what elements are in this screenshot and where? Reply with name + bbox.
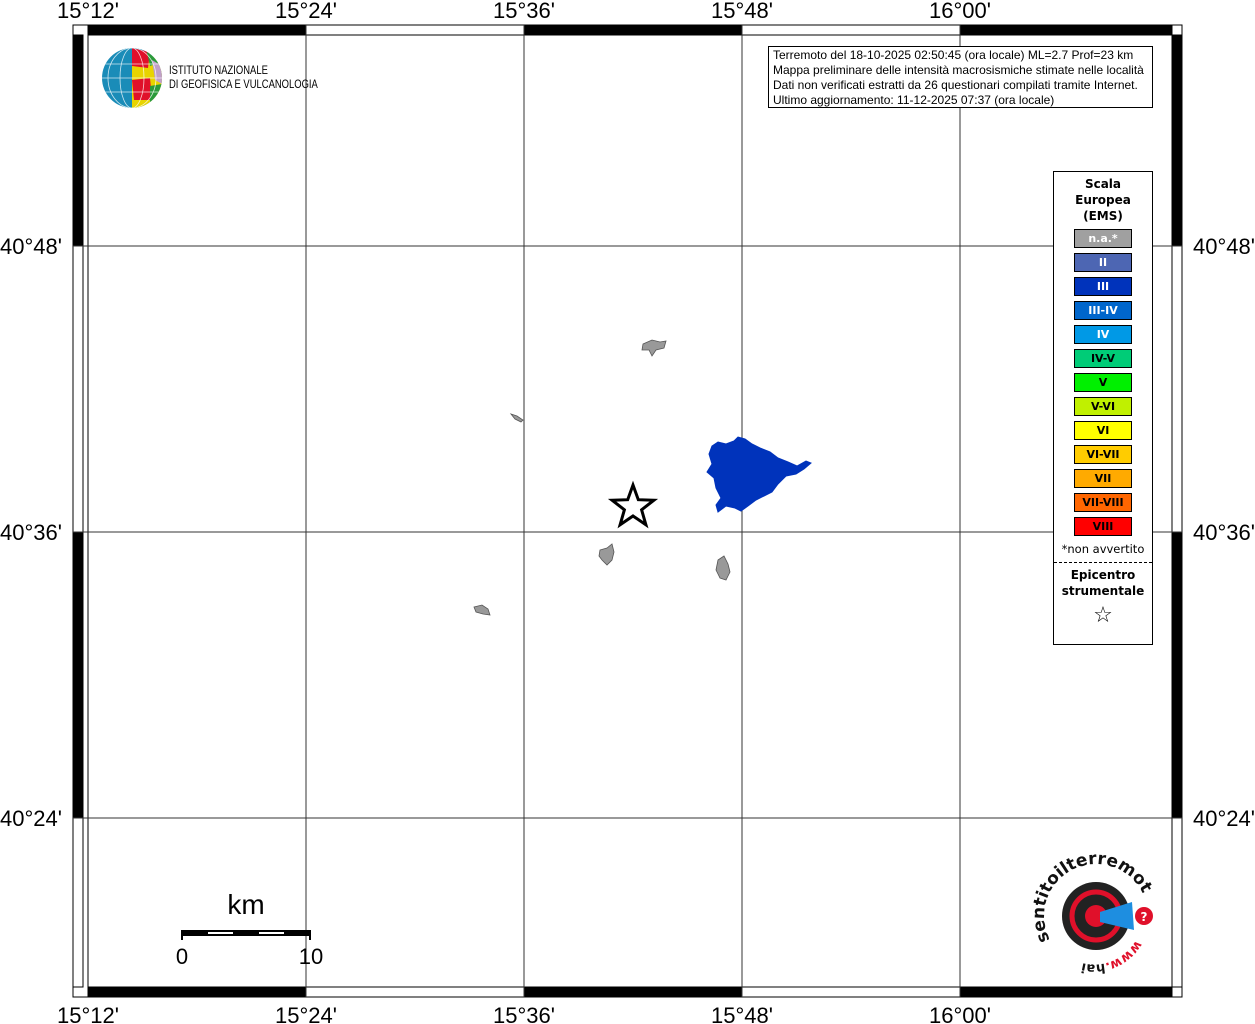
frame-band-segment <box>72 34 84 247</box>
frame-band-segment <box>87 986 307 998</box>
frame-band-segment <box>1171 817 1183 988</box>
legend-item-iv-v: IV-V <box>1074 349 1132 368</box>
frame-band-segment <box>959 986 1173 998</box>
frame-band-segment <box>741 24 961 36</box>
na-area <box>715 555 731 581</box>
longitude-label: 15°24' <box>275 0 337 23</box>
ingv-logo-globe <box>102 48 162 108</box>
data-source-line: Dati non verificati estratti da 26 quest… <box>773 78 1138 92</box>
frame-band-segment <box>305 986 525 998</box>
ingv-line: DI GEOFISICA E VULCANOLOGIA <box>169 79 318 91</box>
longitude-label: 15°24' <box>275 1003 337 1024</box>
graticule <box>73 25 1182 997</box>
na-area <box>509 413 524 423</box>
legend-item-vii: VII <box>1074 469 1132 488</box>
longitude-label: 15°36' <box>493 1003 555 1024</box>
svg-text:?: ? <box>1141 910 1148 924</box>
na-area <box>598 543 615 566</box>
legend-item-iv: IV <box>1074 325 1132 344</box>
intensity-area-III[interactable] <box>706 436 812 513</box>
na-areas <box>473 339 731 616</box>
legend-item-vi: VI <box>1074 421 1132 440</box>
latitude-label: 40°48' <box>1193 234 1255 259</box>
legend-title: Scala Europea (EMS) <box>1054 176 1152 224</box>
legend-item-iii: III <box>1074 277 1132 296</box>
event-info-box: Terremoto del 18-10-2025 02:50:45 (ora l… <box>768 46 1153 108</box>
longitude-label: 16°00' <box>929 0 991 23</box>
legend-note: *non avvertito <box>1061 542 1145 556</box>
longitude-label: 15°12' <box>57 0 119 23</box>
frame-band-segment <box>87 24 307 36</box>
legend-item-viii: VIII <box>1074 517 1132 536</box>
frame-band-segment <box>72 817 84 988</box>
frame-band-segment <box>959 24 1173 36</box>
longitude-label: 15°36' <box>493 0 555 23</box>
legend-divider <box>1054 562 1152 563</box>
legend-item-ii: II <box>1074 253 1132 272</box>
scale-end: 10 <box>299 944 323 969</box>
frame-band-segment <box>305 24 525 36</box>
last-update-line: Ultimo aggiornamento: 11-12-2025 07:37 (… <box>773 93 1055 107</box>
star-outline-icon: ☆ <box>1093 603 1113 628</box>
frame-band-segment <box>523 24 743 36</box>
legend-item-vi-vii: VI-VII <box>1074 445 1132 464</box>
scale-unit: km <box>227 889 264 920</box>
frame-band-segment <box>72 245 84 533</box>
latitude-label: 40°36' <box>1193 520 1255 545</box>
frame-band-segment <box>1171 245 1183 533</box>
epicenter-label-line: Epicentro <box>1070 568 1136 582</box>
legend-item-v: V <box>1074 373 1132 392</box>
longitude-label: 15°12' <box>57 1003 119 1024</box>
map-frame <box>72 24 1183 998</box>
legend-title-line: (EMS) <box>1083 209 1123 223</box>
longitude-label: 15°48' <box>711 0 773 23</box>
latitude-label: 40°24' <box>1193 806 1255 831</box>
na-area <box>641 339 667 357</box>
scale-start: 0 <box>176 944 188 969</box>
frame-band-segment <box>1171 34 1183 247</box>
ingv-logo-text: ISTITUTO NAZIONALE DI GEOFISICA E VULCAN… <box>169 64 318 92</box>
legend-item-v-vi: V-VI <box>1074 397 1132 416</box>
epicenter-label-line: strumentale <box>1061 584 1145 598</box>
legend-title-line: Scala <box>1084 177 1122 191</box>
ingv-line: ISTITUTO NAZIONALE <box>169 65 268 77</box>
latitude-label: 40°48' <box>0 234 62 259</box>
legend-title-line: Europea <box>1075 193 1131 207</box>
epicenter-legend-label: Epicentro strumentale <box>1054 567 1152 599</box>
legend-item-vii-viii: VII-VIII <box>1074 493 1132 512</box>
frame-band-segment <box>741 986 961 998</box>
legend-item-n-a-: n.a.* <box>1074 229 1132 248</box>
epicenter-star[interactable] <box>607 480 659 529</box>
longitude-label: 15°48' <box>711 1003 773 1024</box>
na-area <box>473 604 491 616</box>
intensity-legend: Scala Europea (EMS) n.a.* II III III-IV IV IV… <box>1053 171 1153 645</box>
frame-band-segment <box>1171 531 1183 819</box>
frame-band-segment <box>72 531 84 819</box>
latitude-label: 40°24' <box>0 806 62 831</box>
scale-bar: km 0 10 <box>176 889 323 969</box>
event-info-line: Terremoto del 18-10-2025 02:50:45 (ora l… <box>773 48 1134 62</box>
legend-item-iii-iv: III-IV <box>1074 301 1132 320</box>
longitude-label: 16°00' <box>929 1003 991 1024</box>
map-description-line: Mappa preliminare delle intensità macros… <box>773 63 1144 77</box>
frame-band-segment <box>523 986 743 998</box>
latitude-label: 40°36' <box>0 520 62 545</box>
